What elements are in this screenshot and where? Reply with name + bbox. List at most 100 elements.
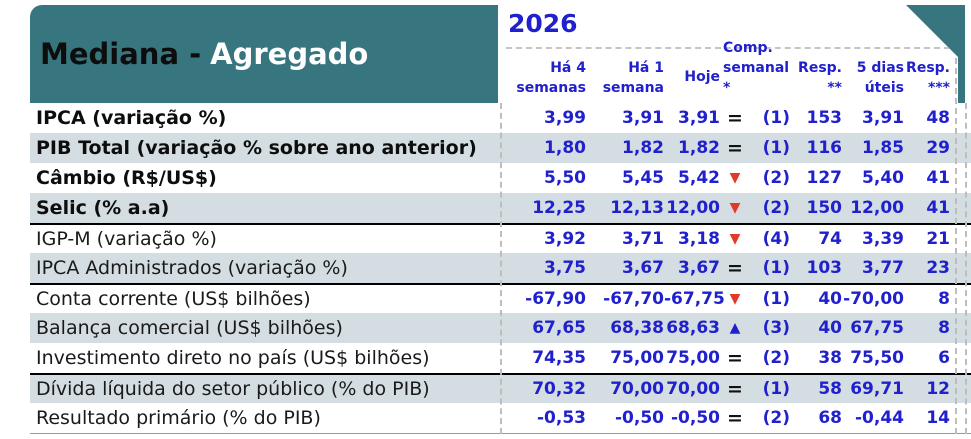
column-header-ha4: Há 4 semanas	[498, 51, 586, 103]
value-ha-4-semanas: 74,35	[532, 348, 586, 368]
comparison-equal-icon: =	[727, 347, 743, 369]
value-5-dias-uteis: 5,40	[862, 168, 904, 188]
card-right-dashed-border	[955, 58, 957, 434]
value-respondents: 68	[818, 408, 842, 428]
comparison-equal-icon: =	[727, 378, 743, 400]
weekly-comparison-count: (1)	[762, 138, 790, 158]
comparison-down-icon: ▼	[729, 170, 741, 186]
column-header-line1: Resp.	[798, 60, 842, 76]
value-ha-1-semana: 3,71	[622, 229, 664, 249]
value-5-dias-uteis: 67,75	[850, 318, 904, 338]
column-header-line1: Há 1	[628, 60, 664, 76]
indicator-label: Selic (% a.a)	[36, 197, 170, 219]
value-respondents: 153	[806, 108, 843, 128]
value-respondents: 38	[818, 348, 842, 368]
value-ha-1-semana: 3,91	[622, 108, 664, 128]
value-5-dias-uteis: 3,77	[862, 258, 904, 278]
value-hoje: 75,00	[666, 348, 720, 368]
value-respondents: 127	[806, 168, 843, 188]
comparison-equal-icon: =	[727, 407, 743, 429]
value-hoje: 3,91	[678, 108, 720, 128]
value-hoje: 70,00	[666, 379, 720, 399]
comparison-equal-icon: =	[727, 107, 743, 129]
indicator-label: IPCA (variação %)	[36, 107, 227, 129]
value-hoje: 5,42	[678, 168, 720, 188]
value-ha-1-semana: -67,70	[603, 289, 664, 309]
weekly-comparison-count: (2)	[762, 168, 790, 188]
weekly-comparison-count: (2)	[762, 198, 790, 218]
column-header-resp3: Resp. ***	[904, 51, 950, 103]
indicator-label: Investimento direto no país (US$ bilhões…	[36, 347, 430, 369]
title-median: Mediana -	[40, 37, 202, 71]
comparison-down-icon: ▼	[729, 200, 741, 216]
value-hoje: -0,50	[671, 408, 720, 428]
column-header-comp: Comp. semanal *	[720, 51, 790, 103]
value-hoje: 1,82	[678, 138, 720, 158]
value-ha-4-semanas: -0,53	[537, 408, 586, 428]
weekly-comparison-count: (4)	[762, 229, 790, 249]
adjacent-card-dashed-border	[965, 103, 967, 434]
column-header-hoje: Hoje	[664, 51, 720, 103]
column-header-line2: semanal *	[723, 60, 790, 96]
dashed-divider	[506, 47, 950, 49]
column-header-line2: úteis	[864, 80, 904, 96]
column-header-line1: Resp.	[906, 60, 950, 76]
value-respondents-5d: 14	[926, 408, 950, 428]
comparison-down-icon: ▼	[729, 231, 741, 247]
indicator-label: IPCA Administrados (variação %)	[36, 257, 348, 279]
value-respondents-5d: 6	[938, 348, 950, 368]
weekly-comparison-count: (1)	[762, 379, 790, 399]
value-respondents-5d: 8	[938, 289, 950, 309]
weekly-comparison-count: (1)	[762, 258, 790, 278]
value-respondents: 150	[806, 198, 843, 218]
value-respondents-5d: 8	[938, 318, 950, 338]
table-title-banner: Mediana - Agregado	[30, 5, 500, 103]
value-respondents: 40	[818, 318, 842, 338]
value-5-dias-uteis: 75,50	[850, 348, 904, 368]
value-hoje: 3,18	[678, 229, 720, 249]
column-header-line2: **	[827, 80, 842, 96]
value-hoje: 3,67	[678, 258, 720, 278]
column-header-line1: 5 dias	[856, 60, 904, 76]
value-5-dias-uteis: 1,85	[862, 138, 904, 158]
column-header-resp2: Resp. **	[790, 51, 842, 103]
column-header-line1: Há 4	[550, 60, 586, 76]
value-ha-4-semanas: 12,25	[532, 198, 586, 218]
value-5-dias-uteis: 3,39	[862, 229, 904, 249]
column-header-line2: semanas	[516, 80, 586, 96]
value-hoje: 12,00	[666, 198, 720, 218]
value-5-dias-uteis: -0,44	[855, 408, 904, 428]
card-left-dashed-border	[500, 103, 502, 434]
value-ha-4-semanas: -67,90	[525, 289, 586, 309]
value-ha-4-semanas: 1,80	[544, 138, 586, 158]
weekly-comparison-count: (2)	[762, 348, 790, 368]
value-respondents-5d: 12	[926, 379, 950, 399]
value-ha-1-semana: 1,82	[622, 138, 664, 158]
value-ha-1-semana: 68,38	[610, 318, 664, 338]
column-header-line1: Comp.	[723, 40, 773, 56]
value-respondents: 103	[806, 258, 843, 278]
value-respondents: 116	[806, 138, 843, 158]
comparison-equal-icon: =	[727, 137, 743, 159]
comparison-up-icon: ▲	[729, 320, 741, 336]
value-ha-1-semana: 75,00	[610, 348, 664, 368]
indicator-label: Resultado primário (% do PIB)	[36, 407, 321, 429]
indicator-label: Balança comercial (US$ bilhões)	[36, 317, 343, 339]
indicator-label: PIB Total (variação % sobre ano anterior…	[36, 137, 477, 159]
value-respondents-5d: 29	[926, 138, 950, 158]
value-respondents: 74	[818, 229, 842, 249]
title-aggregate: Agregado	[210, 37, 369, 71]
weekly-comparison-count: (2)	[762, 408, 790, 428]
weekly-comparison-count: (1)	[762, 289, 790, 309]
column-header-ha1: Há 1 semana	[586, 51, 664, 103]
value-ha-1-semana: -0,50	[615, 408, 664, 428]
value-respondents-5d: 41	[926, 198, 950, 218]
value-ha-4-semanas: 3,92	[544, 229, 586, 249]
value-5-dias-uteis: 69,71	[850, 379, 904, 399]
comparison-equal-icon: =	[727, 257, 743, 279]
indicator-label: Câmbio (R$/US$)	[36, 167, 217, 189]
value-5-dias-uteis: -70,00	[843, 289, 904, 309]
value-hoje: -67,75	[664, 289, 725, 309]
comparison-down-icon: ▼	[729, 291, 741, 307]
column-header-row: Há 4 semanas Há 1 semana Hoje Comp. sema…	[498, 51, 950, 103]
